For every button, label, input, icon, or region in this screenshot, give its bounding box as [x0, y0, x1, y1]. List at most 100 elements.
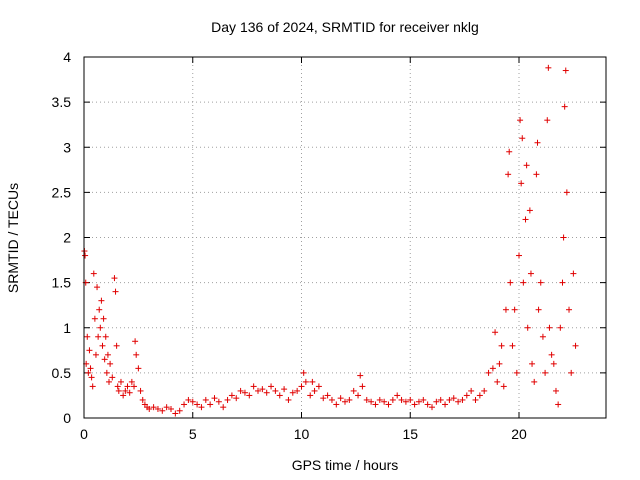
y-tick-label: 0.5 — [52, 365, 72, 381]
data-point — [552, 387, 559, 394]
data-point — [534, 139, 541, 146]
data-point — [446, 396, 453, 403]
data-point — [544, 117, 551, 124]
data-point — [562, 67, 569, 74]
data-point — [122, 387, 129, 394]
data-point — [372, 401, 379, 408]
data-point — [411, 401, 418, 408]
data-point — [350, 387, 357, 394]
data-point — [150, 404, 157, 411]
data-point — [485, 369, 492, 376]
data-point — [220, 404, 227, 411]
data-point — [535, 306, 542, 313]
data-point — [215, 398, 222, 405]
data-point — [429, 404, 435, 411]
data-point — [311, 387, 318, 394]
data-point — [198, 404, 205, 411]
data-point — [113, 342, 120, 349]
data-point — [133, 351, 140, 358]
data-point — [494, 378, 501, 385]
data-point — [289, 389, 296, 396]
data-point — [324, 392, 331, 399]
data-point — [82, 252, 89, 259]
data-point — [542, 369, 549, 376]
data-point — [126, 389, 133, 396]
data-point — [185, 396, 192, 403]
data-point — [202, 396, 209, 403]
data-point — [307, 392, 314, 399]
data-point — [172, 410, 179, 417]
data-point — [233, 395, 240, 402]
y-tick-label: 3 — [63, 139, 71, 155]
data-point — [309, 378, 316, 385]
data-point — [489, 365, 496, 372]
chart-title: Day 136 of 2024, SRMTID for receiver nkl… — [211, 19, 479, 35]
data-point — [533, 171, 540, 178]
y-tick-label: 0 — [63, 410, 71, 426]
data-point — [285, 396, 292, 403]
data-point — [85, 369, 92, 376]
data-point — [516, 252, 522, 259]
data-point — [163, 404, 170, 411]
data-point — [437, 396, 444, 403]
data-point — [357, 372, 364, 379]
data-point — [568, 369, 575, 376]
data-point — [337, 395, 344, 402]
data-point — [463, 392, 470, 399]
data-point — [135, 365, 142, 372]
data-point — [224, 396, 231, 403]
y-tick-label: 4 — [63, 49, 71, 65]
data-point — [276, 392, 283, 399]
data-point — [506, 148, 513, 155]
data-point — [509, 342, 516, 349]
data-point — [455, 398, 462, 405]
data-point — [263, 389, 270, 396]
data-point — [111, 275, 118, 282]
data-point — [91, 315, 98, 322]
data-point — [450, 395, 457, 402]
data-point — [511, 306, 518, 313]
data-point — [402, 398, 409, 405]
data-point — [102, 333, 109, 340]
data-point — [548, 351, 555, 358]
data-point — [255, 387, 261, 394]
data-point — [559, 279, 566, 286]
data-point — [342, 398, 348, 405]
data-point — [168, 405, 174, 412]
data-point — [555, 401, 562, 408]
data-point — [95, 333, 102, 340]
data-point — [92, 351, 99, 358]
data-point — [563, 189, 570, 196]
data-point — [520, 279, 527, 286]
data-point — [385, 401, 392, 408]
data-point — [294, 387, 301, 394]
data-point — [500, 383, 507, 390]
data-point — [415, 398, 422, 405]
data-point — [524, 324, 531, 331]
data-point — [424, 401, 431, 408]
data-point — [539, 333, 546, 340]
data-point — [84, 333, 91, 340]
data-point — [545, 64, 552, 71]
data-point — [459, 396, 466, 403]
data-point — [154, 405, 161, 412]
data-point — [566, 306, 573, 313]
data-point — [522, 216, 529, 223]
data-point — [90, 270, 97, 277]
data-point — [496, 360, 503, 367]
data-point — [531, 378, 538, 385]
data-point — [398, 396, 405, 403]
data-point — [315, 383, 322, 390]
data-point — [529, 360, 536, 367]
y-tick-label: 2 — [63, 230, 71, 246]
data-point — [88, 374, 95, 381]
plot-frame — [83, 56, 607, 419]
data-point — [546, 324, 553, 331]
data-points — [81, 64, 579, 417]
data-point — [94, 284, 101, 291]
data-point — [560, 234, 567, 241]
data-point — [87, 365, 94, 372]
data-point — [518, 180, 525, 187]
data-point — [104, 351, 111, 358]
data-point — [86, 347, 93, 354]
